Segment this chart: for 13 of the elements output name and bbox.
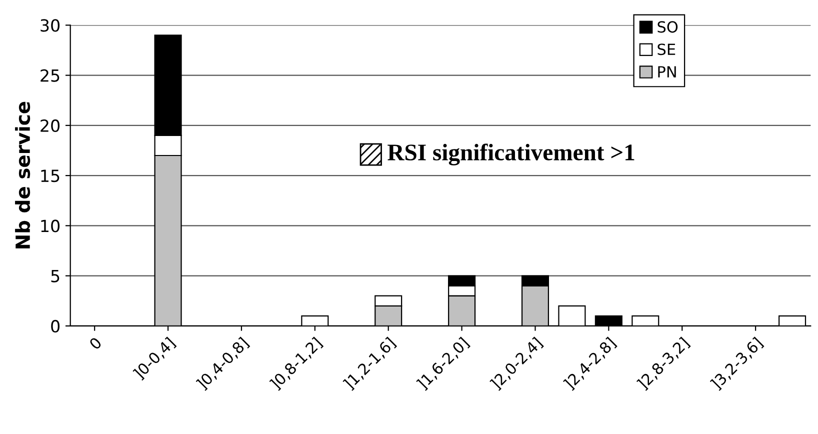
x-tick-label: 0 [88,336,102,350]
y-axis-title: Nb de service [15,102,30,248]
legend-label: SE [658,44,676,56]
legend-label: PN [658,66,676,78]
y-tick-label: 0 [51,320,60,333]
y-tick-label: 30 [40,19,60,32]
y-tick-label: 5 [51,270,60,282]
annotation: RSI significativement >1 [388,144,634,166]
legend-label: SO [658,21,678,33]
y-tick-label: 15 [41,170,60,182]
y-tick-label: 10 [41,220,60,232]
y-tick-label: 25 [40,69,60,82]
y-tick-label: 20 [40,119,60,132]
